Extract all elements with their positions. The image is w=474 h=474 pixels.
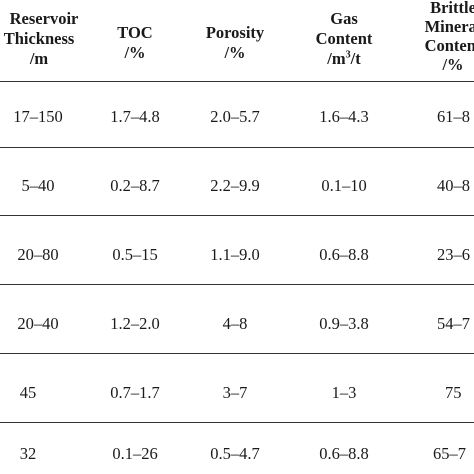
header-bottom-rule — [0, 81, 474, 82]
header-line: Gas — [330, 9, 358, 28]
header-line: Content — [424, 36, 474, 55]
header-reservoir-thickness: Reservoir Thickness /m — [0, 0, 84, 78]
cell-thickness: 17–150 — [13, 107, 63, 126]
cell-toc: 0.7–1.7 — [110, 383, 160, 402]
header-line: Content — [315, 29, 373, 48]
cell-gas-content: 1.6–4.3 — [319, 107, 369, 126]
header-line: Brittle — [430, 0, 474, 17]
cell-brittle-mineral: 61–8 — [437, 107, 470, 126]
cell-porosity: 2.2–9.9 — [210, 176, 260, 195]
cell-gas-content: 1–3 — [331, 383, 357, 402]
cell-brittle-mineral: 23–6 — [437, 245, 470, 264]
cell-gas-content: 0.6–8.8 — [319, 245, 369, 264]
row-divider — [0, 353, 474, 354]
cell-toc: 1.2–2.0 — [110, 314, 160, 333]
header-line: Thickness — [3, 29, 75, 48]
cell-brittle-mineral: 75 — [445, 383, 462, 402]
row-divider — [0, 147, 474, 148]
cell-toc: 0.2–8.7 — [110, 176, 160, 195]
header-line: /% — [442, 55, 464, 74]
cell-brittle-mineral: 65–7 — [433, 444, 466, 463]
row-divider — [0, 422, 474, 423]
cell-porosity: 3–7 — [222, 383, 248, 402]
header-line: /% — [124, 43, 146, 62]
cell-porosity: 4–8 — [222, 314, 248, 333]
header-line: /m — [29, 49, 49, 68]
row-divider — [0, 284, 474, 285]
cell-gas-content: 0.1–10 — [321, 176, 367, 195]
header-porosity: Porosity /% — [190, 8, 280, 78]
cell-toc: 1.7–4.8 — [110, 107, 160, 126]
cell-thickness: 5–40 — [21, 176, 55, 195]
cell-thickness: 45 — [19, 383, 37, 402]
cell-brittle-mineral: 54–7 — [437, 314, 470, 333]
cell-gas-content: 0.9–3.8 — [319, 314, 369, 333]
cell-thickness: 20–80 — [17, 245, 59, 264]
cell-gas-content: 0.6–8.8 — [319, 444, 369, 463]
cell-porosity: 0.5–4.7 — [210, 444, 260, 463]
header-line: Reservoir — [9, 9, 79, 28]
header-line: TOC — [117, 23, 153, 42]
cell-porosity: 1.1–9.0 — [210, 245, 260, 264]
cell-thickness: 32 — [19, 444, 37, 463]
header-line: Porosity — [205, 23, 265, 42]
header-gas-content: Gas Content /m3/t — [296, 0, 392, 78]
cell-toc: 0.1–26 — [112, 444, 158, 463]
header-line: /m3/t — [327, 49, 361, 68]
cell-brittle-mineral: 40–8 — [437, 176, 470, 195]
cell-porosity: 2.0–5.7 — [210, 107, 260, 126]
header-line: Mineral — [424, 17, 474, 36]
header-line: /% — [224, 43, 246, 62]
header-toc: TOC /% — [92, 8, 178, 78]
cell-thickness: 20–40 — [17, 314, 59, 333]
row-divider — [0, 215, 474, 216]
header-brittle-mineral-content: Brittle Mineral Content /% — [408, 0, 474, 80]
cell-toc: 0.5–15 — [112, 245, 158, 264]
